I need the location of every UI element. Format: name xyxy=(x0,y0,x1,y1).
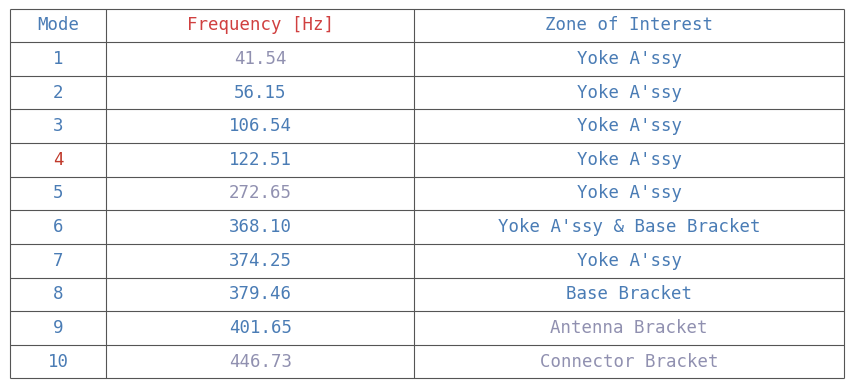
Text: 379.46: 379.46 xyxy=(229,285,292,303)
Text: Yoke A'ssy: Yoke A'ssy xyxy=(576,151,681,169)
Text: Yoke A'ssy & Base Bracket: Yoke A'ssy & Base Bracket xyxy=(497,218,759,236)
Text: 56.15: 56.15 xyxy=(234,84,287,102)
Text: Zone of Interest: Zone of Interest xyxy=(544,16,712,34)
Text: Yoke A'ssy: Yoke A'ssy xyxy=(576,50,681,68)
Text: 9: 9 xyxy=(53,319,63,337)
Text: 122.51: 122.51 xyxy=(229,151,292,169)
Text: 1: 1 xyxy=(53,50,63,68)
Text: Connector Bracket: Connector Bracket xyxy=(539,353,717,371)
Text: 41.54: 41.54 xyxy=(234,50,287,68)
Text: Yoke A'ssy: Yoke A'ssy xyxy=(576,185,681,202)
Text: Yoke A'ssy: Yoke A'ssy xyxy=(576,117,681,135)
Text: 446.73: 446.73 xyxy=(229,353,292,371)
Text: 6: 6 xyxy=(53,218,63,236)
Text: 7: 7 xyxy=(53,252,63,270)
Text: 401.65: 401.65 xyxy=(229,319,292,337)
Text: 8: 8 xyxy=(53,285,63,303)
Text: 5: 5 xyxy=(53,185,63,202)
Text: 2: 2 xyxy=(53,84,63,102)
Text: 10: 10 xyxy=(48,353,68,371)
Text: Yoke A'ssy: Yoke A'ssy xyxy=(576,84,681,102)
Text: 106.54: 106.54 xyxy=(229,117,292,135)
Text: 3: 3 xyxy=(53,117,63,135)
Text: Yoke A'ssy: Yoke A'ssy xyxy=(576,252,681,270)
Text: 374.25: 374.25 xyxy=(229,252,292,270)
Text: Base Bracket: Base Bracket xyxy=(566,285,691,303)
Text: 272.65: 272.65 xyxy=(229,185,292,202)
Text: 368.10: 368.10 xyxy=(229,218,292,236)
Text: Frequency [Hz]: Frequency [Hz] xyxy=(187,16,334,34)
Text: Mode: Mode xyxy=(38,16,79,34)
Text: Antenna Bracket: Antenna Bracket xyxy=(549,319,707,337)
Text: 4: 4 xyxy=(53,151,63,169)
